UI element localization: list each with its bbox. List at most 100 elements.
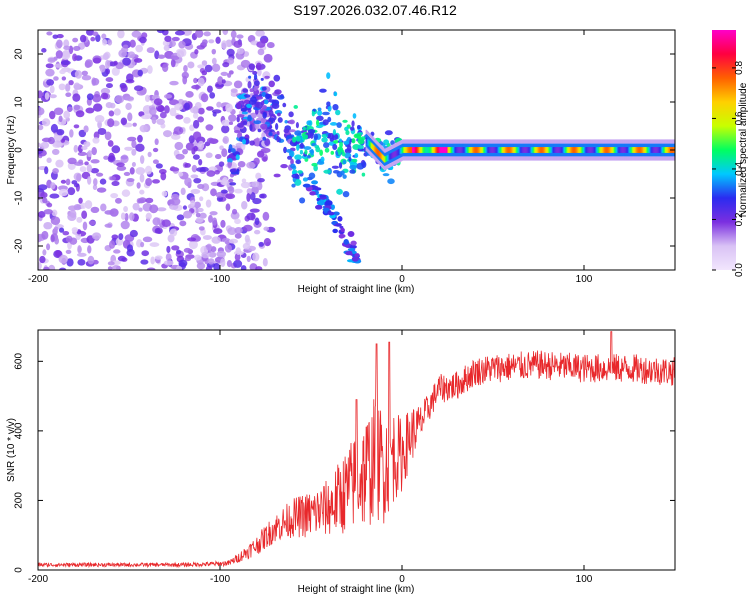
noise-blob — [205, 152, 213, 159]
carrier-core — [530, 147, 532, 153]
track-blob — [320, 156, 325, 163]
noise-blob — [250, 112, 257, 119]
noise-blob — [87, 176, 92, 185]
track-blob — [299, 197, 306, 204]
track-blob — [284, 119, 288, 124]
noise-blob — [230, 30, 237, 39]
noise-blob — [198, 226, 205, 231]
carrier-core — [472, 147, 474, 153]
noise-blob — [49, 193, 60, 199]
carrier-core — [383, 156, 386, 163]
branch-blob — [309, 191, 316, 196]
noise-blob — [91, 232, 102, 240]
carrier-core — [544, 147, 547, 153]
carrier-core — [484, 147, 487, 153]
noise-blob — [174, 103, 184, 111]
noise-blob — [125, 102, 132, 111]
noise-blob — [227, 72, 232, 78]
carrier-core — [501, 147, 503, 153]
track-blob — [303, 146, 312, 151]
noise-blob — [201, 251, 210, 259]
noise-blob — [39, 255, 46, 264]
noise-blob — [215, 83, 225, 88]
noise-blob — [163, 130, 172, 138]
noise-blob — [52, 167, 59, 175]
noise-blob — [174, 141, 184, 151]
noise-blob — [49, 110, 56, 120]
noise-blob — [222, 30, 229, 36]
noise-blob — [79, 166, 87, 173]
carrier-core — [449, 147, 451, 153]
track-blob — [241, 111, 248, 115]
track-blob — [249, 88, 254, 93]
noise-blob — [163, 260, 174, 266]
carrier-core — [613, 147, 615, 153]
carrier-core — [502, 147, 504, 153]
track-blob — [349, 169, 356, 174]
carrier-core — [459, 147, 461, 153]
noise-blob — [215, 191, 225, 198]
carrier-core — [625, 147, 628, 153]
noise-blob — [74, 70, 83, 79]
noise-blob — [52, 34, 59, 39]
track-blob — [343, 140, 350, 145]
track-blob — [297, 170, 303, 174]
track-blob — [306, 120, 312, 126]
track-blob — [248, 75, 252, 79]
carrier-core — [557, 147, 560, 153]
noise-blob — [55, 50, 63, 59]
noise-blob — [46, 157, 52, 164]
carrier-core — [515, 147, 518, 153]
noise-blob — [107, 140, 114, 147]
carrier-core — [505, 147, 508, 153]
noise-blob — [133, 58, 143, 63]
noise-blob — [85, 107, 95, 114]
carrier-core — [473, 147, 476, 153]
track-blob — [249, 124, 253, 131]
track-blob — [253, 73, 258, 81]
noise-blob — [87, 255, 95, 265]
carrier-core — [600, 147, 602, 153]
noise-blob — [78, 129, 87, 138]
track-blob — [315, 146, 321, 153]
noise-blob — [233, 40, 243, 49]
carrier-core — [525, 147, 528, 153]
noise-blob — [221, 40, 228, 50]
carrier-core — [470, 147, 472, 153]
track-blob — [361, 172, 366, 177]
colorbar-tick-label: 0.8 — [734, 61, 745, 75]
noise-blob — [111, 180, 120, 187]
noise-blob — [107, 155, 116, 163]
carrier-core — [605, 147, 608, 153]
colorbar-tick-label: 0.0 — [734, 263, 745, 277]
track-blob — [246, 103, 252, 108]
noise-blob — [161, 219, 171, 227]
noise-blob — [260, 147, 271, 153]
noise-blob — [168, 99, 179, 106]
noise-blob — [207, 258, 215, 265]
carrier-core — [659, 147, 662, 153]
noise-blob — [107, 118, 115, 128]
track-blob — [344, 126, 349, 132]
noise-blob — [38, 211, 46, 218]
noise-blob — [105, 77, 114, 83]
carrier-core — [430, 147, 432, 153]
noise-blob — [58, 254, 68, 264]
carrier-core — [539, 147, 542, 153]
noise-blob — [246, 188, 253, 195]
noise-blob — [88, 220, 96, 226]
track-blob — [271, 102, 280, 110]
noise-blob — [155, 163, 163, 169]
branch-blob — [343, 238, 349, 245]
noise-blob — [246, 161, 256, 169]
carrier-core — [392, 151, 395, 158]
track-blob — [351, 138, 356, 144]
noise-blob — [225, 193, 236, 200]
carrier-core — [395, 150, 398, 157]
noise-blob — [86, 93, 94, 101]
carrier-core — [566, 147, 569, 153]
track-blob — [299, 142, 304, 149]
noise-blob — [55, 250, 62, 258]
noise-blob — [124, 212, 129, 222]
noise-blob — [73, 144, 79, 153]
